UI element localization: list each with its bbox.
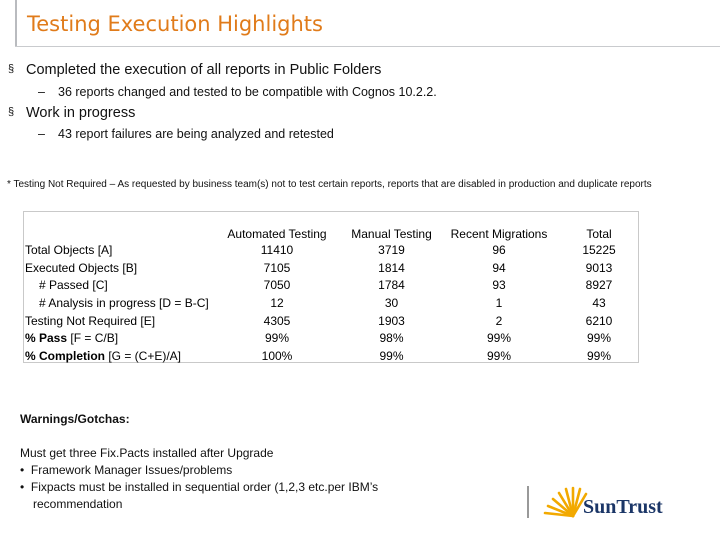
table-row: Executed Objects [B] 7105 1814 94 9013 <box>24 260 638 278</box>
row-label: # Analysis in progress [D = B-C] <box>39 296 209 310</box>
cell-total: 8927 <box>585 278 613 292</box>
warning-item: • Fixpacts must be installed in sequenti… <box>20 479 453 513</box>
row-label: Testing Not Required [E] <box>25 313 156 328</box>
header-recent: Recent Migrations <box>450 227 548 241</box>
cell-manual: 30 <box>384 296 399 310</box>
header-manual: Manual Testing <box>351 227 432 241</box>
cell-manual: 98% <box>379 331 404 345</box>
row-label: Executed Objects [B] <box>25 260 138 275</box>
logo-wordmark: SunTrust <box>583 496 663 518</box>
cell-total: 43 <box>592 296 606 310</box>
cell-automated: 7105 <box>263 260 291 275</box>
row-label: % Pass [F = C/B] <box>25 330 118 348</box>
cell-automated: 12 <box>270 296 284 310</box>
cell-total: 99% <box>586 331 612 345</box>
cell-recent: 2 <box>495 313 503 328</box>
warning-item-text: Fixpacts must be installed in sequential… <box>30 480 379 511</box>
row-label-formula: [G = (C+E)/A] <box>105 348 182 363</box>
warnings-title: Warnings/Gotchas: <box>20 412 130 426</box>
cell-automated: 11410 <box>260 243 294 257</box>
results-table: Automated Testing Manual Testing Recent … <box>23 211 639 363</box>
cell-recent: 99% <box>486 348 512 363</box>
suntrust-logo: SunTrust <box>523 478 703 522</box>
row-label-bold: % Completion <box>25 348 105 363</box>
table-row: # Analysis in progress [D = B-C] 12 30 1… <box>24 295 638 313</box>
row-label-formula: [F = C/B] <box>67 331 119 345</box>
cell-recent: 94 <box>492 260 506 275</box>
cell-recent: 99% <box>486 331 512 345</box>
sun-rays-icon <box>543 486 588 518</box>
cell-total: 6210 <box>585 313 613 328</box>
cell-manual: 1903 <box>378 313 405 328</box>
header-total: Total <box>586 227 612 241</box>
table-row: Total Objects [A] 11410 3719 96 15225 <box>24 242 638 260</box>
bullet-2: § Work in progress <box>8 105 135 121</box>
cell-manual: 1784 <box>378 278 405 292</box>
sub-bullet-2: –43 report failures are being analyzed a… <box>38 127 334 141</box>
sub-bullet-1-text: 36 reports changed and tested to be comp… <box>58 85 437 99</box>
warnings-box: Warnings/Gotchas: Must get three Fix.Pac… <box>20 411 453 513</box>
warning-item-text: Framework Manager Issues/problems <box>30 463 233 477</box>
warnings-intro: Must get three Fix.Pacts installed after… <box>20 446 274 460</box>
cell-recent: 1 <box>495 296 503 310</box>
sub-bullet-1: –36 reports changed and tested to be com… <box>38 85 437 99</box>
footnote: * Testing Not Required – As requested by… <box>7 179 652 190</box>
cell-total: 9013 <box>585 260 613 275</box>
cell-manual: 99% <box>379 348 404 363</box>
row-label: # Passed [C] <box>39 278 108 292</box>
cell-automated: 100% <box>261 348 293 363</box>
warning-marker: • <box>20 480 25 494</box>
cell-automated: 99% <box>264 331 290 345</box>
warning-item: • Framework Manager Issues/problems <box>20 462 453 479</box>
title-side-rule <box>15 0 17 46</box>
sub-bullet-2-text: 43 report failures are being analyzed an… <box>58 127 334 141</box>
table-row: # Passed [C] 7050 1784 93 8927 <box>24 277 638 295</box>
table-row: % Completion [G = (C+E)/A] 100% 99% 99% … <box>24 348 638 366</box>
bullet-1-text: Completed the execution of all reports i… <box>26 62 382 78</box>
row-label: Total Objects [A] <box>25 243 113 257</box>
table-row: Testing Not Required [E] 4305 1903 2 621… <box>24 313 638 331</box>
bullet-marker: § <box>8 106 15 118</box>
logo-divider <box>527 486 529 518</box>
sub-bullet-marker: – <box>38 85 45 99</box>
cell-recent: 96 <box>492 243 506 257</box>
row-label: % Completion [G = (C+E)/A] <box>25 348 181 366</box>
cell-recent: 93 <box>492 278 506 292</box>
cell-automated: 4305 <box>263 313 291 328</box>
cell-total: 15225 <box>582 243 616 257</box>
cell-total: 99% <box>586 348 612 363</box>
header-automated: Automated Testing <box>227 227 327 241</box>
sub-bullet-marker: – <box>38 127 45 141</box>
row-label-bold: % Pass <box>25 331 68 345</box>
table-header-row: Automated Testing Manual Testing Recent … <box>24 226 638 244</box>
table-row: % Pass [F = C/B] 99% 98% 99% 99% <box>24 330 638 348</box>
bullet-marker: § <box>8 63 15 75</box>
bullet-2-text: Work in progress <box>26 105 136 121</box>
cell-automated: 7050 <box>263 278 291 292</box>
cell-manual: 1814 <box>378 260 405 275</box>
bullet-1: § Completed the execution of all reports … <box>8 62 381 78</box>
title-underline <box>15 46 720 47</box>
warning-marker: • <box>20 463 25 477</box>
slide-title: Testing Execution Highlights <box>27 12 323 36</box>
cell-manual: 3719 <box>378 243 405 257</box>
